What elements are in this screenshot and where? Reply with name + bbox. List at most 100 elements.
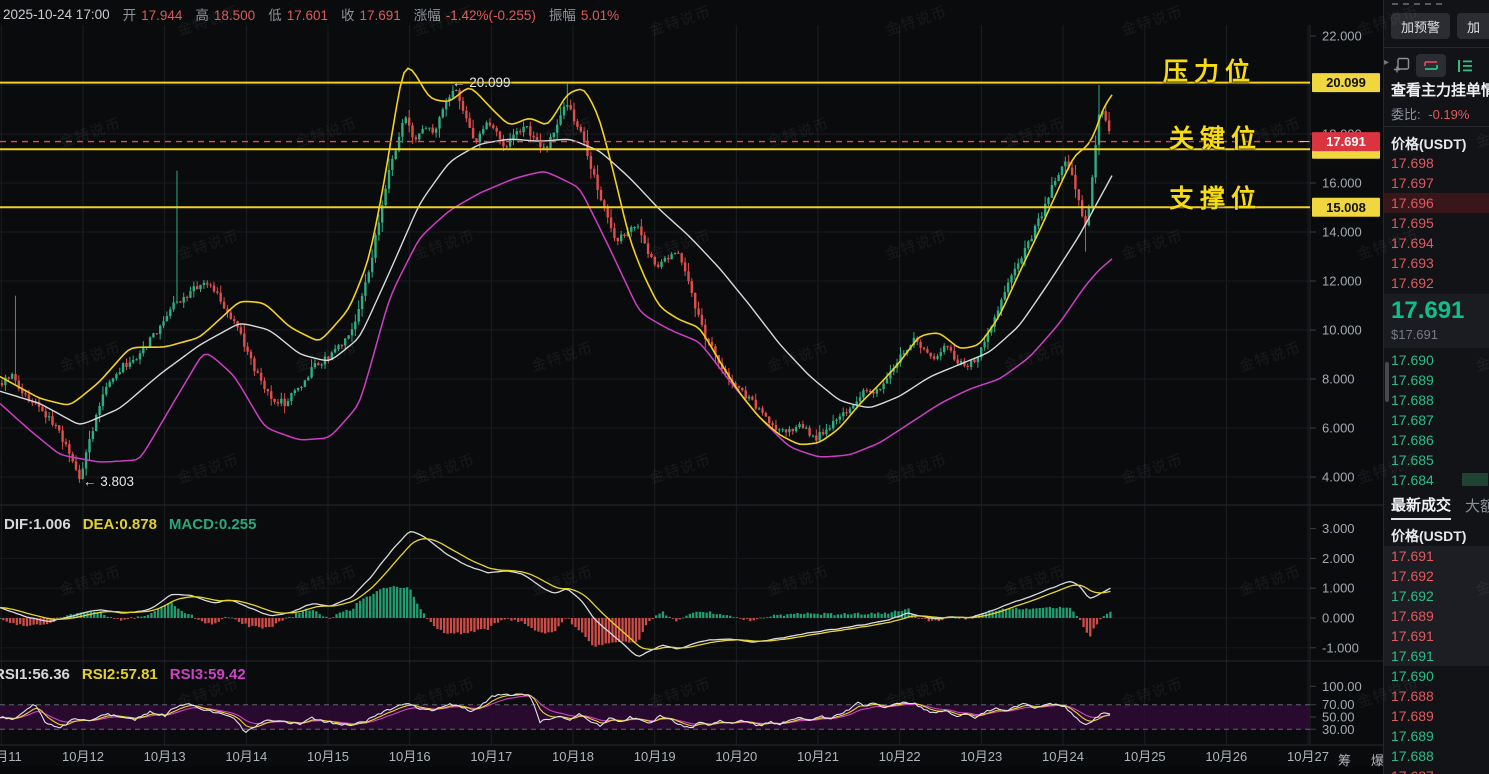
liquidation-toggle-button[interactable]: 爆 xyxy=(1371,753,1385,768)
price-cell: 17.691 xyxy=(1391,648,1434,664)
bid-row[interactable]: 17.684 xyxy=(1384,470,1489,490)
price-cell: 17.696 xyxy=(1391,195,1434,211)
trade-row[interactable]: 17.689 xyxy=(1384,706,1489,726)
price-cell: 17.692 xyxy=(1391,275,1434,291)
svg-text:10月19: 10月19 xyxy=(634,749,676,764)
dif-value: DIF:1.006 xyxy=(4,516,71,533)
support-level-label: 支撑位 xyxy=(1169,185,1263,213)
trade-row[interactable]: 17.691 xyxy=(1384,646,1489,666)
svg-text:10月20: 10月20 xyxy=(715,749,757,764)
open-stat: 开 17.944 xyxy=(122,8,183,23)
rsi2-value: RSI2:57.81 xyxy=(81,666,158,683)
trade-row[interactable]: 17.691 xyxy=(1384,626,1489,646)
drag-handle[interactable] xyxy=(1392,3,1442,5)
price-cell: 17.691 xyxy=(1391,548,1434,564)
svg-text:17.691: 17.691 xyxy=(1326,134,1366,149)
price-cell: 17.695 xyxy=(1391,215,1434,231)
trades-list: 17.691 17.692 17.692 17.689 17.691 17.691 17.6… xyxy=(1384,546,1489,774)
price-cell: 17.686 xyxy=(1391,432,1434,448)
rsi3-value: RSI3:59.42 xyxy=(169,666,246,683)
chips-toggle-button[interactable]: 筹 xyxy=(1338,753,1352,768)
svg-text:10月21: 10月21 xyxy=(797,749,839,764)
price-cell: 17.690 xyxy=(1391,668,1434,684)
bid-row[interactable]: 17.686 xyxy=(1384,430,1489,450)
svg-text:10月18: 10月18 xyxy=(552,749,594,764)
add-alert-button[interactable]: 加预警 xyxy=(1391,13,1451,39)
close-stat: 收 17.691 xyxy=(340,8,401,23)
orderbook-depth-icon[interactable] xyxy=(1416,54,1446,77)
svg-text:15.008: 15.008 xyxy=(1326,200,1366,215)
bid-row[interactable]: 17.687 xyxy=(1384,410,1489,430)
svg-text:10月22: 10月22 xyxy=(879,749,921,764)
bid-row[interactable]: 17.688 xyxy=(1384,390,1489,410)
svg-text:10月24: 10月24 xyxy=(1042,749,1084,764)
trades-list-icon[interactable] xyxy=(1454,54,1476,77)
price-cell: 17.693 xyxy=(1391,255,1434,271)
bid-row[interactable]: 17.689 xyxy=(1384,370,1489,390)
price-column-header: 价格(USDT) xyxy=(1391,528,1467,544)
kline-chart[interactable]: 22.00018.00016.00014.00012.00010.0008.00… xyxy=(0,0,1383,774)
trade-row[interactable]: 17.692 xyxy=(1384,586,1489,606)
ratio-label: 委比: xyxy=(1391,107,1421,122)
trade-row[interactable]: 17.691 xyxy=(1384,546,1489,566)
tab-latest-trades[interactable]: 最新成交 xyxy=(1391,494,1452,520)
svg-text:2.000: 2.000 xyxy=(1322,551,1355,566)
svg-text:6.000: 6.000 xyxy=(1322,421,1355,436)
trades-tabs: 最新成交 大额 xyxy=(1391,494,1489,520)
ask-row[interactable]: 17.697 xyxy=(1384,173,1489,193)
trade-row[interactable]: 17.688 xyxy=(1384,686,1489,706)
price-cell: 17.689 xyxy=(1391,728,1434,744)
candlesticks xyxy=(0,83,1111,483)
price-cell: 17.690 xyxy=(1391,352,1434,368)
svg-text:10月16: 10月16 xyxy=(389,749,431,764)
svg-text:22.000: 22.000 xyxy=(1322,29,1362,44)
trade-row[interactable]: 17.688 xyxy=(1384,746,1489,766)
bid-row[interactable]: 17.685 xyxy=(1384,450,1489,470)
scrollbar-thumb[interactable] xyxy=(1385,362,1389,402)
price-cell: 17.688 xyxy=(1391,392,1434,408)
date-axis: 10月11 10月12 10月13 10月14 10月15 10月16 10月17 10月18… xyxy=(0,749,1329,764)
ask-row[interactable]: 17.696 xyxy=(1384,193,1489,213)
rsi-band xyxy=(0,704,1310,730)
trade-row[interactable]: 17.687 xyxy=(1384,766,1489,774)
svg-text:12.000: 12.000 xyxy=(1322,274,1362,289)
dea-value: DEA:0.878 xyxy=(82,516,157,533)
collapse-arrow-icon[interactable]: ▸ xyxy=(1384,57,1390,68)
price-badges: 20.099 15.008 17.691 xyxy=(1300,73,1380,217)
svg-text:1.000: 1.000 xyxy=(1322,581,1355,596)
low-stat: 低 17.601 xyxy=(268,8,328,23)
price-cell: 17.688 xyxy=(1391,748,1434,764)
trade-row[interactable]: 17.689 xyxy=(1384,606,1489,626)
last-price-usd: $17.691 xyxy=(1391,327,1438,342)
svg-text:30.00: 30.00 xyxy=(1322,722,1355,737)
amplitude-stat: 振幅 5.01% xyxy=(548,8,620,23)
price-cell: 17.692 xyxy=(1391,588,1434,604)
ask-row[interactable]: 17.695 xyxy=(1384,213,1489,233)
price-cell: 17.688 xyxy=(1391,688,1434,704)
tab-large-trades[interactable]: 大额 xyxy=(1465,498,1489,515)
last-price-block: 17.691 $17.691 xyxy=(1384,294,1489,348)
price-cell: 17.698 xyxy=(1391,155,1434,171)
price-cell: 17.687 xyxy=(1391,768,1434,774)
add-panel-icon[interactable] xyxy=(1390,54,1412,77)
macd-indicator-values: DIF:1.006 DEA:0.878 MACD:0.255 xyxy=(4,516,256,533)
price-cell: 17.697 xyxy=(1391,175,1434,191)
svg-text:70.00: 70.00 xyxy=(1322,697,1355,712)
svg-text:10.000: 10.000 xyxy=(1322,323,1362,338)
svg-text:100.00: 100.00 xyxy=(1322,679,1362,694)
ask-row[interactable]: 17.692 xyxy=(1384,273,1489,293)
svg-text:10月15: 10月15 xyxy=(307,749,349,764)
ohlc-info-bar: 2025-10-24 17:00 开 17.944 高 18.500 低 17.601… xyxy=(3,4,619,24)
add-watchlist-button[interactable]: 加 xyxy=(1457,13,1489,39)
trade-row[interactable]: 17.690 xyxy=(1384,666,1489,686)
ask-row[interactable]: 17.694 xyxy=(1384,233,1489,253)
trade-row[interactable]: 17.689 xyxy=(1384,726,1489,746)
bid-row[interactable]: 17.690 xyxy=(1384,350,1489,370)
ask-row[interactable]: 17.698 xyxy=(1384,153,1489,173)
price-cell: 17.689 xyxy=(1391,608,1434,624)
trade-row[interactable]: 17.692 xyxy=(1384,566,1489,586)
svg-text:10月14: 10月14 xyxy=(225,749,267,764)
ask-row[interactable]: 17.693 xyxy=(1384,253,1489,273)
change-stat: 涨幅 -1.42%(-0.255) xyxy=(413,8,536,23)
